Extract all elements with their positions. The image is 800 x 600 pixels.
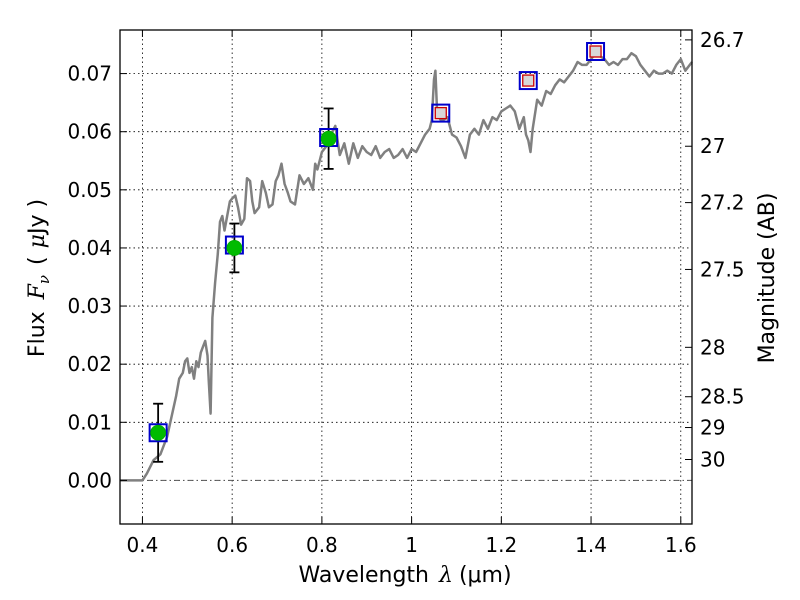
y-axis-label-text: Flux: [25, 311, 50, 357]
y-tick-label: 0.05: [67, 178, 112, 202]
plot-frame: [119, 29, 693, 525]
y2-tick-label: 27: [700, 134, 725, 158]
y-axis-label-open: (: [25, 256, 50, 265]
y-tick-label: 0.07: [67, 62, 112, 86]
model-photometry-square: [586, 42, 606, 62]
x-tick-label: 0.4: [127, 533, 159, 557]
y-tick-label: 0.02: [67, 352, 112, 376]
upper-limit-square: [434, 106, 447, 120]
model-photometry-square: [148, 423, 168, 443]
photometry-markers: [148, 42, 606, 443]
y2-tick-label: 27.2: [700, 191, 745, 215]
grid-lines: [120, 30, 692, 524]
x-tick-label: 1.2: [485, 533, 517, 557]
x-axis-label-symbol: λ: [438, 563, 453, 588]
detection-point: [320, 130, 337, 147]
y2-tick-label: 26.7: [700, 28, 745, 52]
x-tick-label: 0.6: [216, 533, 248, 557]
y-axis-label-rest: Jy ): [25, 199, 50, 236]
x-tick-label: 1.6: [665, 533, 697, 557]
y2-tick-label: 28.5: [700, 385, 745, 409]
y-tick-label: 0.04: [67, 236, 112, 260]
upper-limit-square: [589, 45, 602, 58]
y2-tick-label: 27.5: [700, 257, 745, 281]
y-tick-label: 0.01: [67, 410, 112, 434]
y-tick-label: 0.06: [67, 120, 112, 144]
x-axis-label-unit: (μm): [459, 563, 512, 588]
x-axis-label-text: Wavelength: [298, 563, 429, 588]
error-bars: [153, 107, 334, 463]
y2-tick-label: 28: [700, 335, 725, 359]
spectrum-line: [120, 51, 693, 482]
model-photometry-square: [431, 103, 451, 123]
model-photometry-square: [518, 71, 538, 91]
x-tick-label: 1: [405, 533, 418, 557]
detection-point: [150, 424, 167, 441]
y-axis-label: Flux Fν ( μJy ): [25, 199, 53, 357]
x-axis-label: Wavelength λ (μm): [298, 563, 511, 588]
x-tick-label: 1.4: [575, 533, 607, 557]
y2-tick-label: 30: [700, 447, 725, 471]
x-tick-label: 0.8: [306, 533, 338, 557]
y-tick-label: 0.03: [67, 294, 112, 318]
axis-ticks: 0.4 0.6 0.8 1 1.2 1.4 1.6 0.00 0.01 0.02 0.03 0.04 0…: [67, 28, 744, 557]
y-axis-label-subscript: ν: [35, 275, 53, 284]
detection-point: [226, 240, 243, 256]
model-spectrum: [120, 51, 693, 482]
y2-tick-label: 29: [700, 416, 725, 440]
upper-limit-square: [522, 74, 535, 87]
y-axis-label-mu: μ: [25, 234, 50, 248]
y-tick-label: 0.00: [67, 468, 112, 492]
plot-frame-rect: [119, 29, 693, 525]
y2-axis-label: Magnitude (AB): [755, 193, 780, 364]
y-axis-label-symbol: F: [25, 283, 50, 300]
